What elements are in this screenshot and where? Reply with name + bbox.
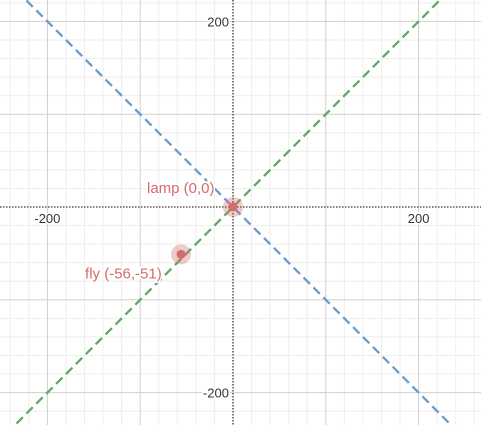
point-labels: new "y"new "x"lamp (0,0)fly (-56,-51) [84,179,216,284]
point-marker [228,202,238,212]
tick-label: -200 [34,211,60,226]
tick-label: 200 [207,14,229,29]
tick-label: 200 [408,211,430,226]
point-marker [176,249,186,259]
tick-label: -200 [203,386,229,401]
point-label: lamp (0,0) [147,180,215,197]
point-label: fly (-56,-51) [85,265,162,282]
